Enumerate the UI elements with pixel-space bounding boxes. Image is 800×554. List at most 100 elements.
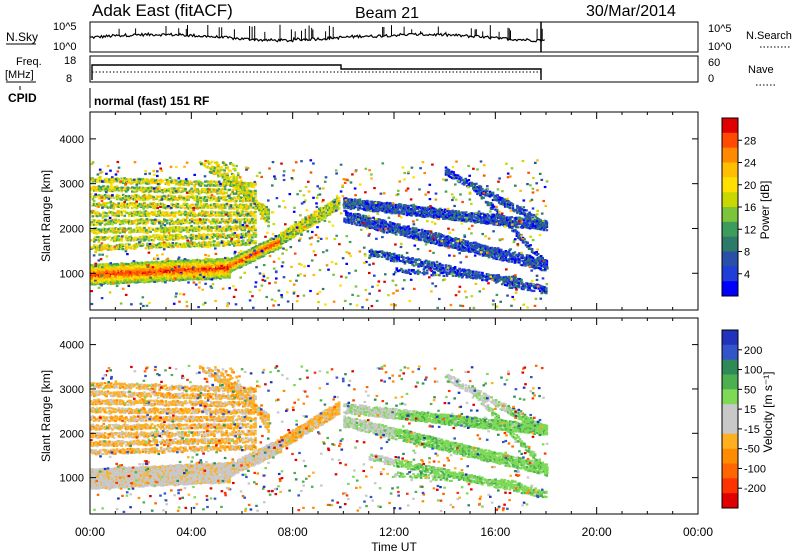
heatmap-cell [167,242,171,245]
heatmap-cell [99,280,102,283]
heatmap-cell [246,188,249,191]
heatmap-cell [182,278,186,281]
heatmap-cell [316,221,320,224]
heatmap-cell [232,236,236,239]
heatmap-cell [237,237,240,240]
heatmap-cell [311,214,315,217]
heatmap-cell [167,265,171,269]
heatmap-cell [153,230,157,233]
heatmap-cell [321,211,324,214]
heatmap-cell [246,253,249,256]
heatmap-cell [137,262,140,265]
heatmap-cell [225,276,228,279]
heatmap-cell [229,170,232,173]
heatmap-cell [172,260,175,263]
heatmap-cell [129,245,133,248]
heatmap-cell [193,264,196,267]
heatmap-cell [336,207,339,210]
heatmap-cell [249,249,252,252]
heatmap-cell [274,246,278,249]
heatmap-cell [210,262,213,265]
heatmap-cell [210,260,213,263]
heatmap-cell [137,230,140,233]
heatmap-cell [112,263,116,266]
heatmap-cell [102,275,105,278]
heatmap-cell [105,264,108,268]
heatmap-cell [146,270,149,274]
heatmap-cell [111,247,114,250]
heatmap-cell [273,242,276,245]
heatmap-cell [208,275,212,278]
heatmap-cell [178,225,181,229]
heatmap-cell [143,235,146,238]
heatmap-cell [114,231,117,234]
heatmap-cell [255,254,258,257]
heatmap-cell [241,262,245,265]
heatmap-cell [187,265,190,268]
heatmap-cell [308,220,312,223]
heatmap-cell [302,227,306,230]
heatmap-cell [181,270,184,273]
heatmap-cell [210,269,213,272]
heatmap-cell [333,198,336,201]
heatmap-cell [126,279,130,282]
heatmap-cell [201,228,204,231]
heatmap-cell [220,272,224,275]
heatmap-cell [217,258,221,261]
heatmap-cell [305,224,309,227]
heatmap-cell [229,240,233,243]
heatmap-cell [216,242,219,245]
heatmap-cell [172,229,175,232]
heatmap-cell [196,243,199,246]
heatmap-cell [211,210,215,213]
heatmap-cell [99,265,102,268]
heatmap-cell [163,272,166,275]
heatmap-cell [152,218,155,222]
heatmap-cell [205,226,209,229]
heatmap-cell [235,241,239,245]
heatmap-cell [128,219,131,222]
heatmap-cell [125,236,128,239]
heatmap-cell [242,235,245,238]
nsearch-tick-bottom: 10^0 [708,41,732,53]
heatmap-cell [181,218,184,222]
heatmap-cell [138,244,142,247]
heatmap-cell [134,268,137,271]
heatmap-cell [301,229,304,232]
heatmap-cell [155,280,158,283]
heatmap-cell [193,259,196,262]
heatmap-cell [163,266,166,269]
heatmap-cell [181,229,184,232]
heatmap-cell [271,245,275,249]
heatmap-cell [164,242,168,245]
heatmap-cell [319,212,323,215]
heatmap-cell [204,273,207,276]
heatmap-cell [307,218,310,221]
heatmap-cell [302,221,306,224]
heatmap-cell [159,278,163,281]
heatmap-cell [261,246,264,249]
heatmap-cell [244,256,248,259]
heatmap-cell [299,223,303,226]
heatmap-cell [112,196,116,199]
heatmap-cell [135,229,139,232]
heatmap-cell [141,222,145,225]
heatmap-cell [215,167,219,170]
heatmap-cell [229,219,233,222]
heatmap-cell [225,228,228,231]
heatmap-cell [117,273,120,276]
heatmap-cell [166,244,169,247]
heatmap-cell [137,274,140,277]
heatmap-cell [220,273,224,276]
heatmap-cell [106,282,110,285]
heatmap-cell [158,269,161,272]
heatmap-cell [99,277,102,280]
heatmap-cell [109,227,113,230]
heatmap-cell [207,226,210,229]
heatmap-cell [205,242,209,245]
heatmap-cell [102,245,105,248]
heatmap-cell [103,230,107,233]
heatmap-cell [190,268,193,272]
heatmap-cell [96,275,99,279]
heatmap-cell [146,275,149,278]
